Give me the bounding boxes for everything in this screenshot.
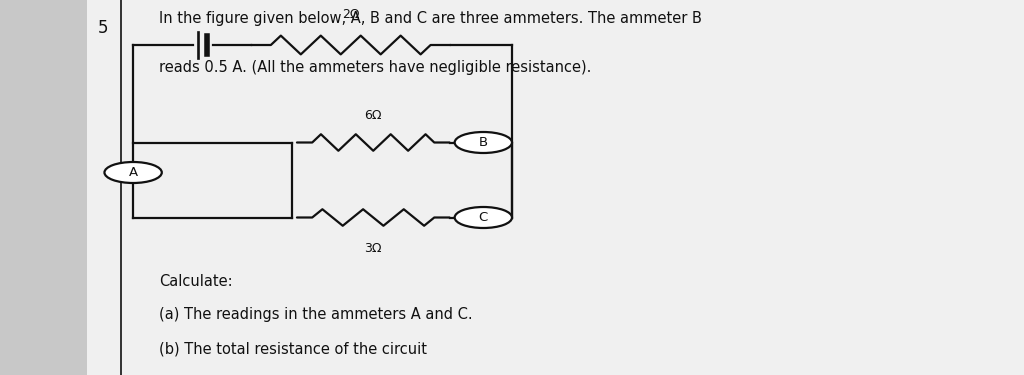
Text: (b) The total resistance of the circuit: (b) The total resistance of the circuit (159, 341, 427, 356)
Text: reads 0.5 A. (All the ammeters have negligible resistance).: reads 0.5 A. (All the ammeters have negl… (159, 60, 591, 75)
Circle shape (455, 132, 512, 153)
Text: C: C (478, 211, 488, 224)
Text: 2Ω: 2Ω (342, 8, 359, 21)
Text: In the figure given below, A, B and C are three ammeters. The ammeter B: In the figure given below, A, B and C ar… (159, 11, 701, 26)
Text: 3Ω: 3Ω (365, 242, 382, 255)
Text: 5: 5 (97, 19, 108, 37)
Circle shape (104, 162, 162, 183)
Circle shape (455, 207, 512, 228)
Text: B: B (479, 136, 487, 149)
Text: (a) The readings in the ammeters A and C.: (a) The readings in the ammeters A and C… (159, 308, 472, 322)
Text: 6Ω: 6Ω (365, 109, 382, 122)
Text: A: A (129, 166, 137, 179)
FancyBboxPatch shape (87, 0, 1024, 375)
Text: Calculate:: Calculate: (159, 274, 232, 289)
